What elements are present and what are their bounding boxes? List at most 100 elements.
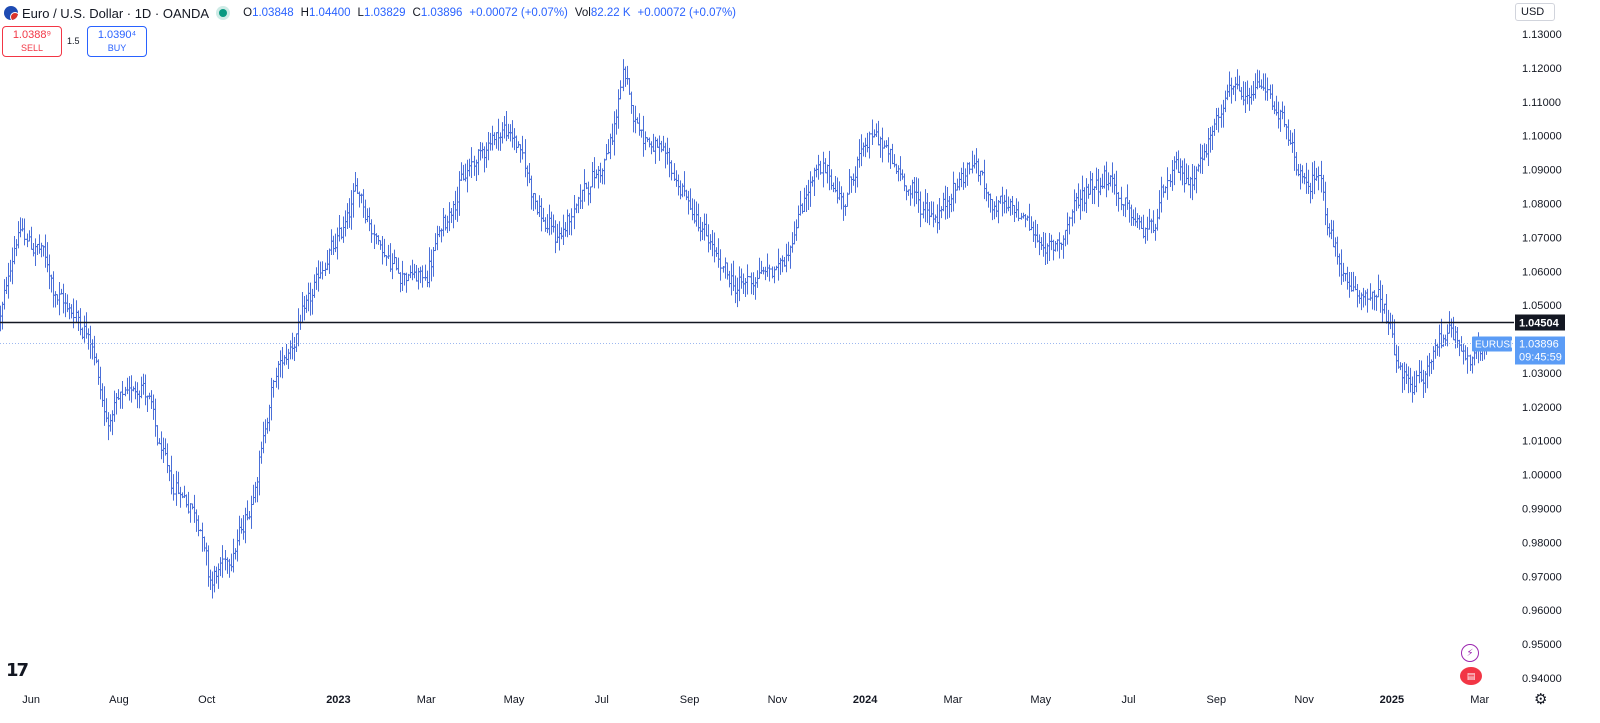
ohlc-bar <box>1157 190 1162 220</box>
ohlc-bar <box>463 163 468 182</box>
y-tick-label: 0.96000 <box>1522 605 1562 617</box>
ohlc-value: 1.03896 <box>420 7 463 19</box>
euro-usd-flag-icon <box>4 6 18 20</box>
ohlc-bar <box>71 298 76 329</box>
x-tick-label: Oct <box>198 694 215 706</box>
ohlc-bar <box>765 253 770 277</box>
ohlc-bar <box>878 136 883 158</box>
ohlc-bar <box>331 235 336 256</box>
ohlc-bar <box>933 214 938 223</box>
tradingview-logo-icon[interactable]: 17 <box>6 660 29 681</box>
ohlc-bar <box>1129 204 1134 226</box>
ohlc-bar <box>514 135 519 153</box>
currency-select[interactable]: USD <box>1515 3 1555 21</box>
ohlc-bar <box>641 115 646 157</box>
ohlc-bar <box>25 233 30 248</box>
ohlc-bar <box>916 178 921 213</box>
ohlc-bar <box>894 163 899 174</box>
ohlc-bar <box>590 161 595 188</box>
ohlc-bar <box>1335 236 1340 265</box>
ohlc-bar <box>1002 194 1007 214</box>
ohlc-bar <box>1106 172 1111 191</box>
ohlc-bar <box>367 207 372 232</box>
x-tick-label: Mar <box>1470 694 1489 706</box>
ohlc-bar <box>10 247 15 285</box>
ohlc-bar <box>743 277 748 297</box>
ohlc-bar <box>896 165 901 182</box>
ohlc-bar <box>580 189 585 210</box>
ohlc-bar <box>1059 242 1064 250</box>
ohlc-bar <box>92 335 97 366</box>
ohlc-bar <box>416 267 421 290</box>
gear-icon[interactable]: ⚙ <box>1534 691 1548 708</box>
lightning-icon[interactable]: ⚡ <box>1461 644 1479 662</box>
y-tick-label: 1.07000 <box>1522 232 1562 244</box>
ohlc-bar <box>1365 288 1370 313</box>
ohlc-bar <box>455 186 460 222</box>
ohlc-bar <box>286 348 291 370</box>
ohlc-bar <box>27 230 32 242</box>
ohlc-bar <box>308 282 313 316</box>
ohlc-bar <box>661 135 666 152</box>
ohlc-bar <box>882 140 887 149</box>
buy-price: 1.0390⁴ <box>97 28 137 41</box>
ohlc-bar <box>823 158 828 174</box>
ohlc-bar <box>1127 200 1132 223</box>
ohlc-bar <box>1123 197 1128 218</box>
ohlc-bar <box>906 189 911 196</box>
ohlc-bar <box>520 135 525 160</box>
ohlc-bar <box>788 245 793 269</box>
ohlc-bar <box>1278 109 1283 132</box>
ohlc-bar <box>876 120 881 146</box>
ohlc-bar <box>1255 69 1260 90</box>
ohlc-bar <box>1435 342 1440 356</box>
ohlc-bar <box>655 138 660 148</box>
ohlc-bar <box>812 167 817 196</box>
ohlc-bar <box>361 189 366 218</box>
ohlc-values: O1.03848 H1.04400 L1.03829 C1.03896 +0.00072… <box>243 7 743 19</box>
ohlc-bar <box>229 553 234 572</box>
ohlc-bar <box>867 131 872 159</box>
ohlc-bar <box>696 203 701 232</box>
ohlc-bar <box>1102 165 1107 189</box>
ohlc-bar <box>1108 175 1113 187</box>
symbol-title[interactable]: Euro / U.S. Dollar · 1D · OANDA <box>22 5 210 21</box>
ohlc-bar <box>310 288 315 315</box>
ohlc-bar <box>572 195 577 230</box>
ohlc-bar <box>1186 165 1191 186</box>
ohlc-bar <box>429 249 434 282</box>
ohlc-bar <box>686 190 691 215</box>
ohlc-bar <box>225 557 230 574</box>
ohlc-bar <box>423 264 428 281</box>
ohlc-bar <box>451 201 456 229</box>
ohlc-bar <box>1282 105 1287 128</box>
x-tick-label: Jun <box>22 694 40 706</box>
ohlc-bar <box>1251 81 1256 101</box>
x-tick-label: 2025 <box>1380 694 1404 706</box>
ohlc-bar <box>1463 345 1468 361</box>
ohlc-bar <box>341 216 346 243</box>
sell-button[interactable]: 1.0388⁹ SELL <box>2 26 62 57</box>
ohlc-bar <box>22 218 27 246</box>
ohlc-bar <box>982 159 987 200</box>
ohlc-bar <box>1412 371 1417 395</box>
ohlc-bar <box>637 113 642 136</box>
ohlc-value: 1.03829 <box>363 7 406 19</box>
ohlc-bar <box>914 177 919 205</box>
ohlc-bar <box>710 229 715 257</box>
ohlc-bar <box>2 279 7 310</box>
ohlc-bar <box>47 254 52 290</box>
buy-button[interactable]: 1.0390⁴ BUY <box>87 26 147 57</box>
ohlc-bar <box>249 495 254 529</box>
x-tick-label: May <box>504 694 525 706</box>
ohlc-bar <box>398 272 403 293</box>
ohlc-bar <box>1419 360 1424 383</box>
ohlc-bar <box>639 129 644 138</box>
ohlc-bar <box>737 266 742 302</box>
ohlc-bar <box>1331 220 1336 248</box>
ohlc-bar <box>598 162 603 183</box>
ohlc-bar <box>757 257 762 279</box>
us-flag-event-icon[interactable]: ▤ <box>1460 667 1482 685</box>
ohlc-bar <box>651 133 656 152</box>
